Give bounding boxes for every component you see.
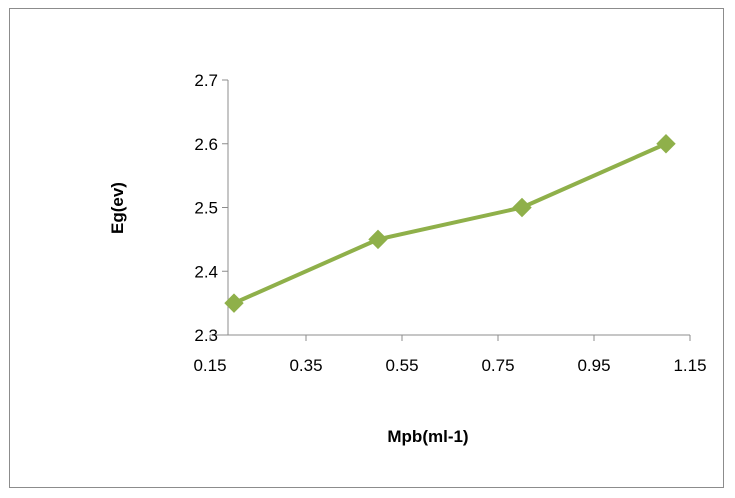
x-tick-label: 0.15 bbox=[193, 356, 226, 375]
data-point-diamond bbox=[512, 197, 532, 218]
x-axis-ticks: 0.15 0.35 0.55 0.75 0.95 1.15 bbox=[193, 335, 707, 375]
y-tick-label: 2.7 bbox=[194, 71, 218, 90]
y-tick-label: 2.6 bbox=[194, 135, 218, 154]
x-tick-label: 0.55 bbox=[385, 356, 418, 375]
chart-frame bbox=[9, 8, 724, 488]
y-tick-label: 2.5 bbox=[194, 199, 218, 218]
data-point-diamond bbox=[656, 134, 676, 154]
x-tick-label: 0.95 bbox=[577, 356, 610, 375]
series-layer bbox=[224, 134, 676, 313]
axes bbox=[210, 80, 690, 336]
x-tick-label: 0.75 bbox=[481, 356, 514, 375]
y-axis-title: Eg(ev) bbox=[108, 182, 127, 234]
data-point-diamond bbox=[224, 293, 244, 313]
y-tick-label: 2.3 bbox=[194, 326, 218, 345]
x-axis-title: Mpb(ml-1) bbox=[387, 427, 468, 446]
x-tick-label: 0.35 bbox=[289, 356, 322, 375]
series-line bbox=[233, 141, 667, 305]
x-tick-label: 1.15 bbox=[673, 356, 706, 375]
y-tick-label: 2.4 bbox=[194, 262, 218, 281]
y-axis-ticks: 2.3 2.4 2.5 2.6 2.7 bbox=[194, 71, 228, 345]
data-point-diamond bbox=[368, 229, 388, 250]
